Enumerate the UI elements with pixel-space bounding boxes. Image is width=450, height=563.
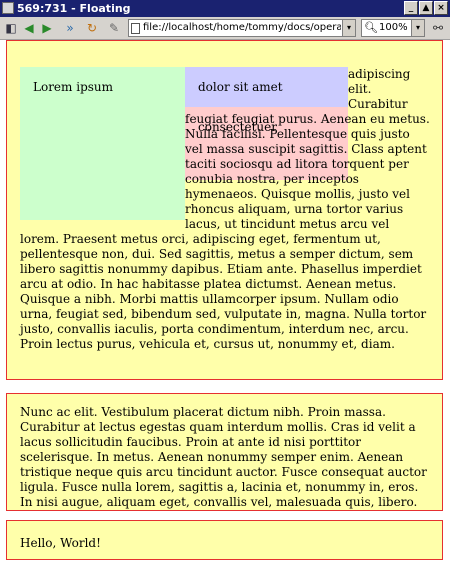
zoom-dropdown-button[interactable]: ▾	[411, 20, 424, 36]
forward-icon[interactable]: ▶	[42, 21, 52, 35]
float-red: consectetuer	[185, 107, 348, 180]
float-green-label: Lorem ipsum	[33, 80, 114, 94]
title-bar: 569:731 - Floating _ ▲ ×	[0, 0, 450, 17]
maximize-button[interactable]: ▲	[419, 1, 433, 15]
window-title: 569:731 - Floating	[17, 2, 131, 15]
page-icon[interactable]: ◧	[5, 21, 17, 35]
address-field[interactable]: file://localhost/home/tommy/docs/opera/f…	[128, 19, 356, 37]
fast-forward-icon[interactable]: »	[66, 21, 74, 35]
float-box-1: Lorem ipsum dolor sit amet consectetuer …	[6, 40, 443, 380]
box3-paragraph: Hello, World!	[20, 536, 101, 550]
glasses-icon[interactable]: ⚯	[432, 21, 444, 35]
toolbar: ◧ ◀ ▶ » ↻ ✎ file://localhost/home/tommy/…	[0, 17, 450, 40]
zoom-select[interactable]: 🔍︎ 100% ▾	[361, 19, 425, 37]
page-content: Lorem ipsum dolor sit amet consectetuer …	[0, 40, 450, 563]
back-icon[interactable]: ◀	[24, 21, 34, 35]
float-blue-label: dolor sit amet	[198, 80, 283, 94]
box1-paragraph: adipiscing elit. Curabitur feugiat feugi…	[20, 67, 430, 351]
zoom-value: 100%	[379, 22, 408, 33]
box2-paragraph: Nunc ac elit. Vestibulum placerat dictum…	[20, 405, 427, 509]
address-dropdown-button[interactable]: ▾	[342, 20, 355, 36]
text-box-3: Hello, World!	[6, 520, 443, 560]
close-button[interactable]: ×	[434, 1, 448, 15]
window-icon[interactable]	[2, 2, 14, 14]
text-box-2: Nunc ac elit. Vestibulum placerat dictum…	[6, 393, 443, 511]
float-red-label: consectetuer	[198, 120, 277, 134]
document-icon	[131, 23, 140, 34]
float-blue: dolor sit amet	[185, 67, 348, 107]
edit-icon[interactable]: ✎	[108, 21, 120, 35]
address-url[interactable]: file://localhost/home/tommy/docs/opera/f…	[143, 22, 341, 33]
float-green: Lorem ipsum	[20, 67, 185, 220]
reload-icon[interactable]: ↻	[86, 21, 98, 35]
magnifier-icon: 🔍︎	[364, 21, 378, 34]
minimize-button[interactable]: _	[404, 1, 418, 15]
